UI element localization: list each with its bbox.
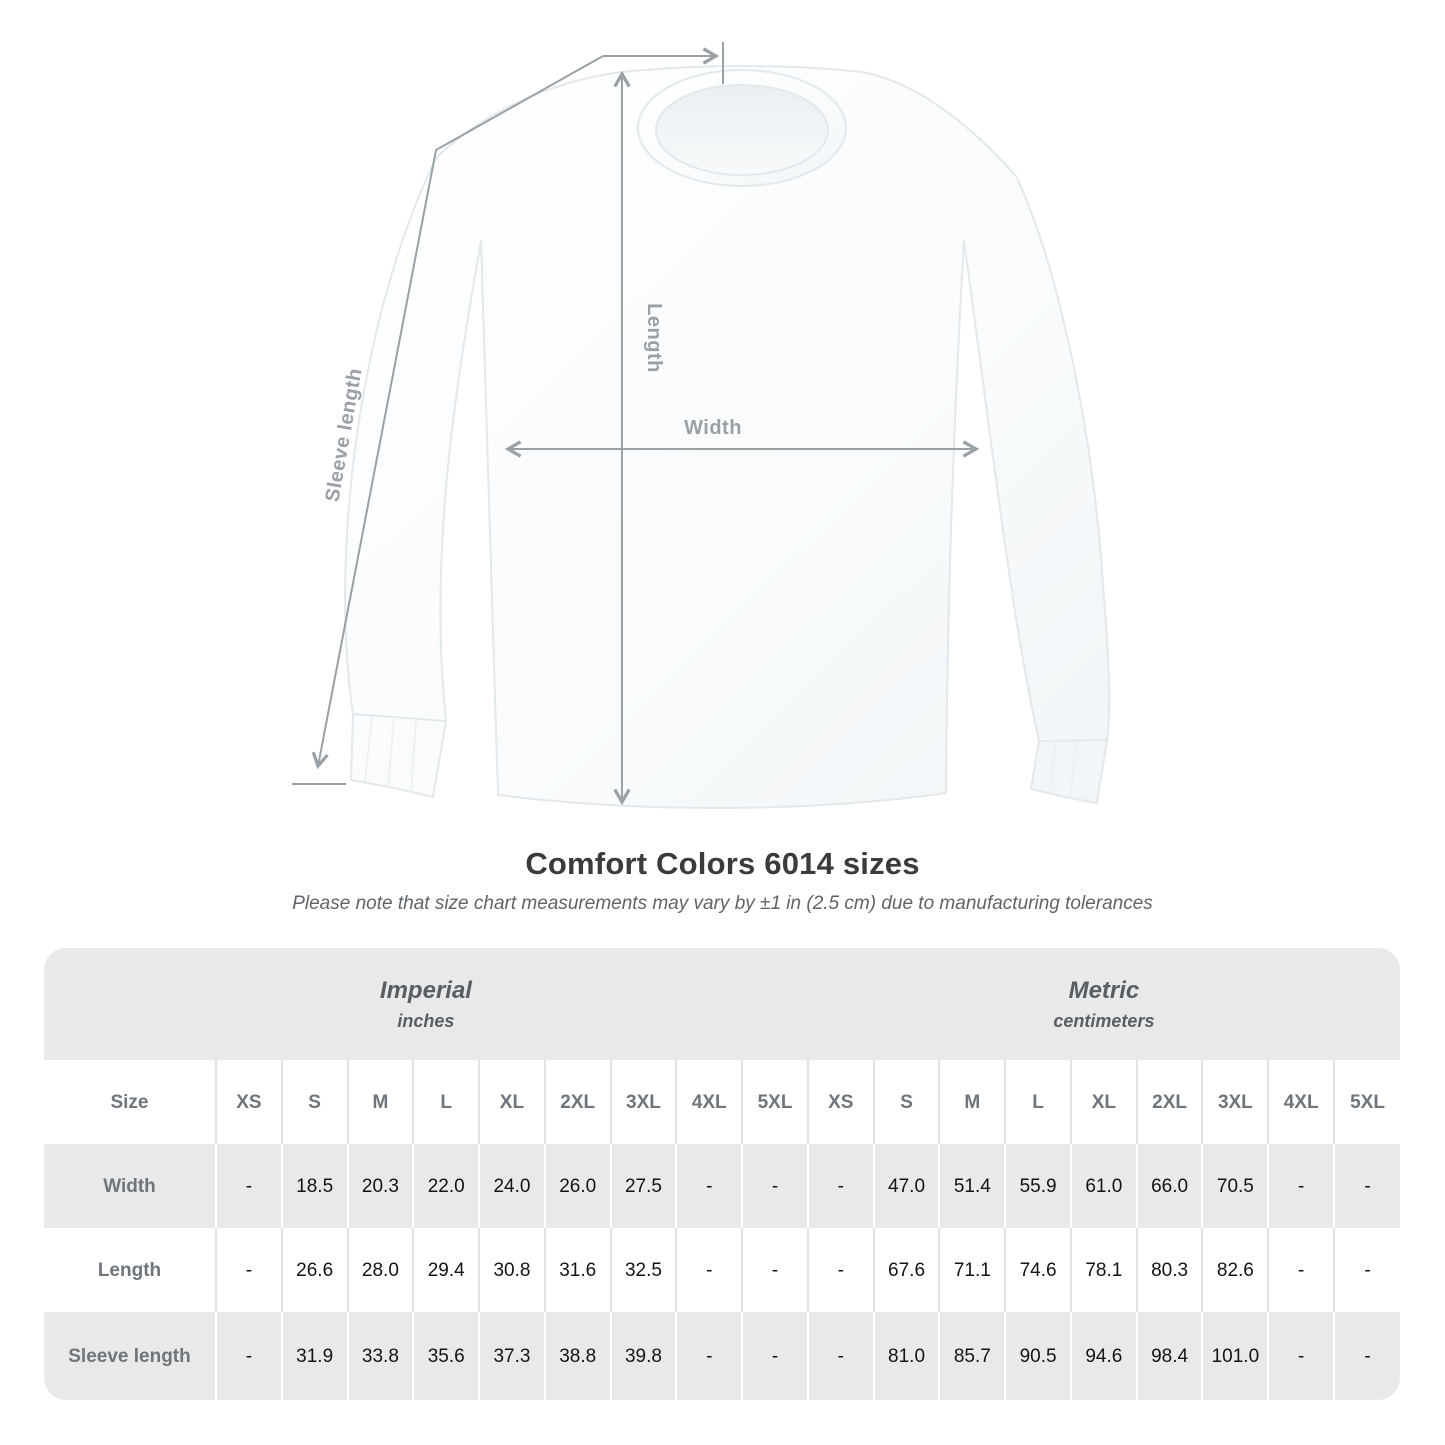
value-cell: 82.6 <box>1201 1228 1269 1312</box>
value-cell: - <box>675 1228 743 1312</box>
table-row: Length - 26.6 28.0 29.4 30.8 31.6 32.5 -… <box>44 1228 1400 1312</box>
value-cell: 28.0 <box>346 1228 414 1312</box>
metric-header: Metric centimeters <box>808 948 1400 1060</box>
size-col-header: Size <box>110 1091 149 1113</box>
value-cell: 98.4 <box>1135 1312 1203 1400</box>
value-cell: 31.9 <box>280 1312 348 1400</box>
size-header: XS <box>806 1060 874 1144</box>
size-header: 4XL <box>675 1060 743 1144</box>
row-label: Length <box>97 1259 162 1281</box>
value-cell: - <box>741 1228 808 1312</box>
metric-unit: centimeters <box>1053 1010 1155 1031</box>
shirt-illustration <box>344 65 1111 809</box>
value-cell: - <box>806 1144 874 1228</box>
imperial-title: Imperial <box>379 976 472 1004</box>
value-cell: 94.6 <box>1069 1312 1137 1400</box>
value-cell: 26.0 <box>543 1144 611 1228</box>
size-header: 3XL <box>609 1060 677 1144</box>
value-cell: 66.0 <box>1135 1144 1203 1228</box>
value-cell: - <box>806 1228 874 1312</box>
value-cell: 47.0 <box>872 1144 940 1228</box>
value-cell: 101.0 <box>1201 1312 1269 1400</box>
size-header: 5XL <box>741 1060 808 1144</box>
value-cell: - <box>215 1144 282 1228</box>
value-cell: - <box>215 1312 282 1400</box>
value-cell: 30.8 <box>478 1228 545 1312</box>
value-cell: - <box>1333 1228 1400 1312</box>
size-table: Imperial inches Metric centimeters Size … <box>44 948 1400 1400</box>
collar <box>637 69 847 187</box>
value-cell: 71.1 <box>938 1228 1006 1312</box>
size-header: M <box>346 1060 414 1144</box>
size-header: L <box>1004 1060 1071 1144</box>
value-cell: 74.6 <box>1004 1228 1071 1312</box>
size-header: L <box>412 1060 480 1144</box>
value-cell: 55.9 <box>1004 1144 1071 1228</box>
value-cell: 20.3 <box>346 1144 414 1228</box>
sleeve-length-line <box>311 55 604 770</box>
value-cell: 70.5 <box>1201 1144 1269 1228</box>
size-header: M <box>938 1060 1006 1144</box>
size-header: XS <box>215 1060 282 1144</box>
value-cell: 33.8 <box>346 1312 414 1400</box>
value-cell: 61.0 <box>1069 1144 1137 1228</box>
size-table-container: Imperial inches Metric centimeters Size … <box>44 948 1400 1400</box>
size-header: S <box>872 1060 940 1144</box>
size-header: XL <box>1069 1060 1137 1144</box>
value-cell: - <box>675 1144 743 1228</box>
imperial-header: Imperial inches <box>44 948 808 1060</box>
value-cell: 26.6 <box>280 1228 348 1312</box>
value-cell: - <box>1267 1144 1335 1228</box>
value-cell: 27.5 <box>609 1144 677 1228</box>
size-header: 4XL <box>1267 1060 1335 1144</box>
size-header: 5XL <box>1333 1060 1400 1144</box>
width-label: Width <box>684 417 742 439</box>
page-subtitle: Please note that size chart measurements… <box>292 893 1153 914</box>
value-cell: 81.0 <box>872 1312 940 1400</box>
metric-title: Metric <box>1068 976 1140 1004</box>
row-label: Sleeve length <box>68 1345 191 1367</box>
row-label: Width <box>103 1175 156 1197</box>
value-cell: 32.5 <box>609 1228 677 1312</box>
value-cell: - <box>1333 1312 1400 1400</box>
value-cell: 80.3 <box>1135 1228 1203 1312</box>
size-header: XL <box>478 1060 545 1144</box>
value-cell: 35.6 <box>412 1312 480 1400</box>
value-cell: 24.0 <box>478 1144 545 1228</box>
value-cell: 78.1 <box>1069 1228 1137 1312</box>
size-header: 3XL <box>1201 1060 1269 1144</box>
size-header: S <box>280 1060 348 1144</box>
size-header: 2XL <box>543 1060 611 1144</box>
value-cell: 90.5 <box>1004 1312 1071 1400</box>
value-cell: - <box>741 1312 808 1400</box>
value-cell: 85.7 <box>938 1312 1006 1400</box>
value-cell: 67.6 <box>872 1228 940 1312</box>
value-cell: 37.3 <box>478 1312 545 1400</box>
table-row: Sleeve length - 31.9 33.8 35.6 37.3 38.8… <box>44 1312 1400 1400</box>
length-label: Length <box>643 303 665 373</box>
value-cell: 38.8 <box>543 1312 611 1400</box>
imperial-unit: inches <box>397 1010 455 1031</box>
value-cell: 29.4 <box>412 1228 480 1312</box>
value-cell: - <box>741 1144 808 1228</box>
size-header: 2XL <box>1135 1060 1203 1144</box>
shirt-diagram: Sleeve length Length Width <box>292 42 1111 809</box>
value-cell: - <box>1267 1228 1335 1312</box>
value-cell: - <box>806 1312 874 1400</box>
value-cell: 22.0 <box>412 1144 480 1228</box>
value-cell: - <box>215 1228 282 1312</box>
value-cell: - <box>1333 1144 1400 1228</box>
value-cell: 39.8 <box>609 1312 677 1400</box>
value-cell: 31.6 <box>543 1228 611 1312</box>
value-cell: 18.5 <box>280 1144 348 1228</box>
value-cell: - <box>1267 1312 1335 1400</box>
value-cell: - <box>675 1312 743 1400</box>
value-cell: 51.4 <box>938 1144 1006 1228</box>
table-row: Width - 18.5 20.3 22.0 24.0 26.0 27.5 - … <box>44 1144 1400 1228</box>
page-title: Comfort Colors 6014 sizes <box>525 846 920 881</box>
